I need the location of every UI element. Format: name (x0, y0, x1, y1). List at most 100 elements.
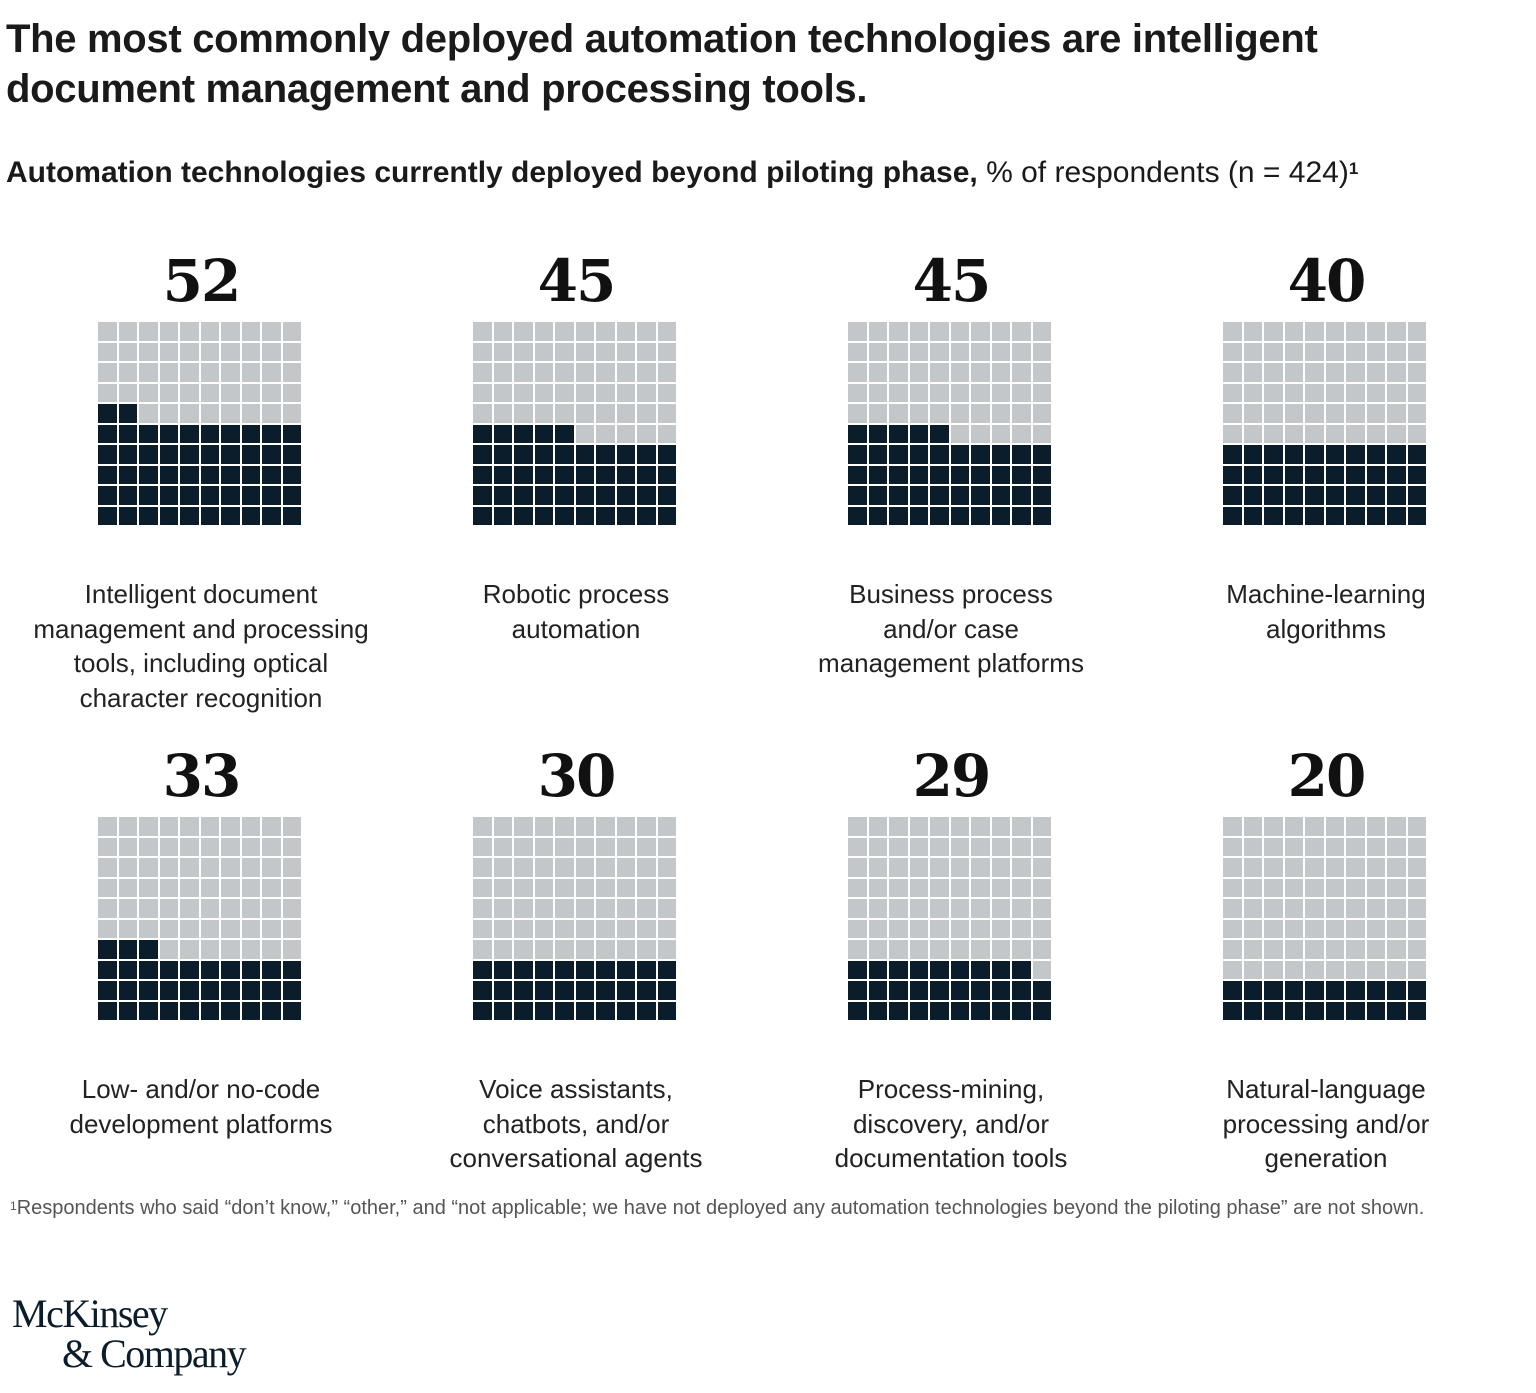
waffle-cell-empty (555, 342, 574, 362)
waffle-cell-empty (1264, 404, 1283, 423)
waffle-cell-empty (1243, 424, 1263, 444)
waffle-cell-empty (473, 940, 492, 959)
waffle-cell-empty (971, 919, 990, 939)
waffle-cell-empty (200, 404, 220, 423)
waffle-cell-empty (909, 322, 929, 341)
waffle-cell-empty (139, 342, 158, 362)
waffle-cell-filled (1284, 465, 1304, 485)
waffle-cell-empty (200, 940, 220, 959)
waffle-cell-empty (221, 899, 240, 918)
waffle-cell-empty (909, 878, 929, 898)
waffle-cell-empty (575, 837, 595, 857)
waffle-cell-empty (1366, 342, 1386, 362)
waffle-cell-filled (473, 445, 492, 464)
waffle-cell-empty (616, 919, 636, 939)
waffle-cell-empty (118, 837, 138, 857)
waffle-cell-empty (514, 342, 533, 362)
waffle-cell-empty (1366, 363, 1386, 382)
waffle-cell-filled (493, 506, 513, 526)
waffle-cell-filled (616, 506, 636, 526)
waffle-cell-empty (200, 858, 220, 877)
waffle-cell-empty (1346, 899, 1365, 918)
waffle-cell-empty (473, 878, 492, 898)
waffle-cell-filled (575, 486, 595, 505)
waffle-cell-empty (1264, 960, 1283, 980)
waffle-cell-empty (473, 899, 492, 918)
waffle-cell-empty (139, 383, 158, 403)
waffle-cell-empty (1032, 363, 1052, 382)
waffle-cell-filled (473, 465, 492, 485)
waffle-cell-empty (616, 322, 636, 341)
waffle-cell-filled (262, 445, 281, 464)
footnote: 1Respondents who said “don’t know,” “oth… (10, 1195, 1430, 1222)
waffle-grid (1223, 817, 1429, 1023)
waffle-cell-empty (282, 899, 302, 918)
waffle-cell-empty (868, 899, 888, 918)
waffle-cell-empty (1284, 878, 1304, 898)
waffle-cell-empty (282, 342, 302, 362)
waffle-cell-empty (575, 878, 595, 898)
waffle-cell-empty (596, 940, 615, 959)
waffle-cell-empty (1366, 424, 1386, 444)
waffle-cell-empty (1243, 940, 1263, 959)
waffle-cell-filled (616, 960, 636, 980)
waffle-cell-empty (616, 837, 636, 857)
waffle-cell-empty (889, 837, 908, 857)
waffle-cell-filled (575, 465, 595, 485)
waffle-cell-filled (930, 1001, 949, 1021)
waffle-cell-empty (889, 817, 908, 836)
waffle-cell-filled (930, 506, 949, 526)
waffle-cell-empty (657, 837, 677, 857)
waffle-cell-filled (514, 1001, 533, 1021)
waffle-cell-filled (991, 486, 1011, 505)
waffle-cell-filled (534, 981, 554, 1000)
data-label: 30 (537, 742, 617, 810)
waffle-cell-empty (241, 817, 261, 836)
waffle-cell-filled (930, 465, 949, 485)
waffle-cell-empty (1223, 858, 1242, 877)
waffle-cell-empty (991, 940, 1011, 959)
waffle-cell-filled (1346, 486, 1365, 505)
waffle-cell-empty (1407, 899, 1427, 918)
waffle-cell-empty (657, 899, 677, 918)
waffle-cell-filled (1264, 506, 1283, 526)
waffle-cell-empty (555, 919, 574, 939)
waffle-cell-filled (930, 981, 949, 1000)
waffle-cell-filled (971, 1001, 990, 1021)
waffle-cell-filled (657, 486, 677, 505)
waffle-cell-filled (221, 465, 240, 485)
waffle-cell-empty (1032, 424, 1052, 444)
waffle-cell-empty (493, 878, 513, 898)
waffle-cell-empty (98, 322, 117, 341)
waffle-cell-empty (493, 363, 513, 382)
waffle-cell-empty (534, 940, 554, 959)
waffle-cell-empty (98, 878, 117, 898)
waffle-cell-empty (1032, 858, 1052, 877)
waffle-cell-empty (575, 858, 595, 877)
waffle-cell-empty (514, 363, 533, 382)
waffle-cell-empty (596, 342, 615, 362)
waffle-cell-empty (1346, 363, 1365, 382)
waffle-cell-empty (1366, 322, 1386, 341)
waffle-cell-empty (1284, 899, 1304, 918)
waffle-cell-filled (1032, 486, 1052, 505)
waffle-cell-empty (930, 383, 949, 403)
waffle-cell-filled (493, 1001, 513, 1021)
waffle-cell-filled (493, 981, 513, 1000)
waffle-cell-empty (930, 878, 949, 898)
waffle-cell-filled (950, 960, 970, 980)
waffle-cell-filled (909, 486, 929, 505)
waffle-cell-filled (596, 445, 615, 464)
waffle-cell-filled (575, 960, 595, 980)
waffle-cell-filled (1346, 1001, 1365, 1021)
waffle-cell-empty (971, 383, 990, 403)
waffle-cell-empty (262, 817, 281, 836)
waffle-cell-filled (868, 506, 888, 526)
waffle-cell-filled (534, 424, 554, 444)
waffle-cell-empty (1387, 919, 1406, 939)
waffle-cell-empty (1243, 322, 1263, 341)
waffle-cell-filled (514, 506, 533, 526)
waffle-cell-filled (1346, 981, 1365, 1000)
waffle-cell-empty (473, 858, 492, 877)
waffle-cell-filled (514, 486, 533, 505)
